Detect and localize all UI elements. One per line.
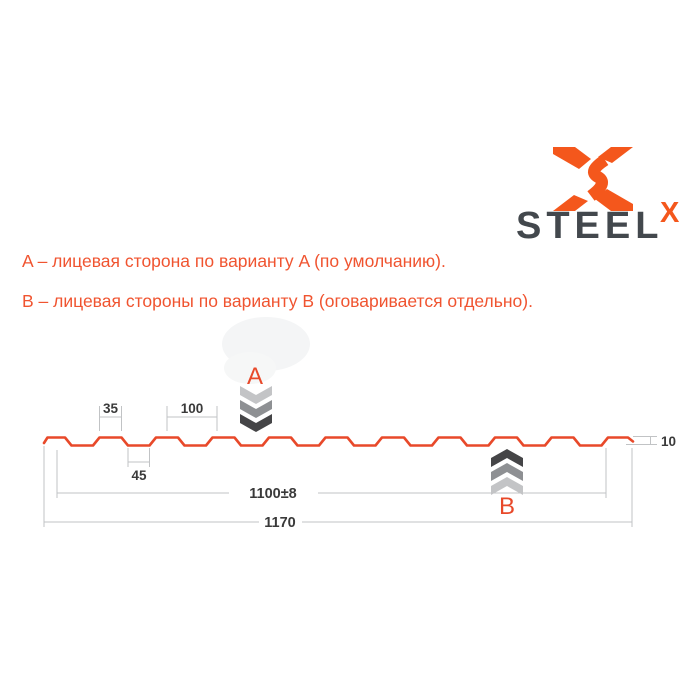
logo-arm-ne [598, 147, 633, 163]
dim-cover-width: 1100±8 [56, 448, 607, 502]
side-b-marker: B [499, 493, 515, 520]
legend-line-a: A – лицевая сторона по варианту A (по ум… [22, 251, 446, 271]
logo-center-s [587, 155, 609, 201]
chevron-down-icon [240, 400, 272, 418]
profile-outline-path [42, 436, 635, 447]
chevron-up-icon [491, 463, 523, 481]
chevron-down-icon [240, 414, 272, 432]
logo-arm-se [595, 189, 633, 211]
logo-wordmark: STEEL [516, 205, 664, 247]
side-a-chevrons: A [240, 363, 272, 432]
steelx-logo-icon [553, 147, 633, 211]
dim-rib-top-width: 35 [99, 401, 122, 431]
chevron-up-icon [491, 449, 523, 467]
logo-arm-nw [553, 147, 591, 169]
dim-pitch-label: 100 [181, 401, 204, 416]
dim-overall-width: 1170 [43, 446, 633, 531]
legend-line-b: B – лицевая стороны по варианту B (огова… [22, 291, 533, 311]
side-a-marker: A [247, 363, 263, 390]
chevron-up-icon [491, 477, 523, 495]
dim-rib-bottom-width: 45 [127, 448, 150, 483]
dim-profile-height-label: 10 [661, 434, 676, 449]
dim-profile-height: 10 [626, 434, 676, 449]
logo-superscript-x: X [660, 197, 680, 229]
dim-overall-width-label: 1170 [264, 515, 295, 531]
dim-rib-top-width-label: 35 [103, 401, 119, 416]
dim-pitch: 100 [166, 401, 218, 431]
chevron-down-icon [240, 386, 272, 404]
dim-cover-width-label: 1100±8 [249, 486, 296, 502]
dim-rib-bottom-width-label: 45 [131, 468, 147, 483]
watermark-blob [224, 352, 276, 384]
logo-arm-sw [553, 195, 588, 211]
side-b-chevrons: B [491, 449, 523, 520]
